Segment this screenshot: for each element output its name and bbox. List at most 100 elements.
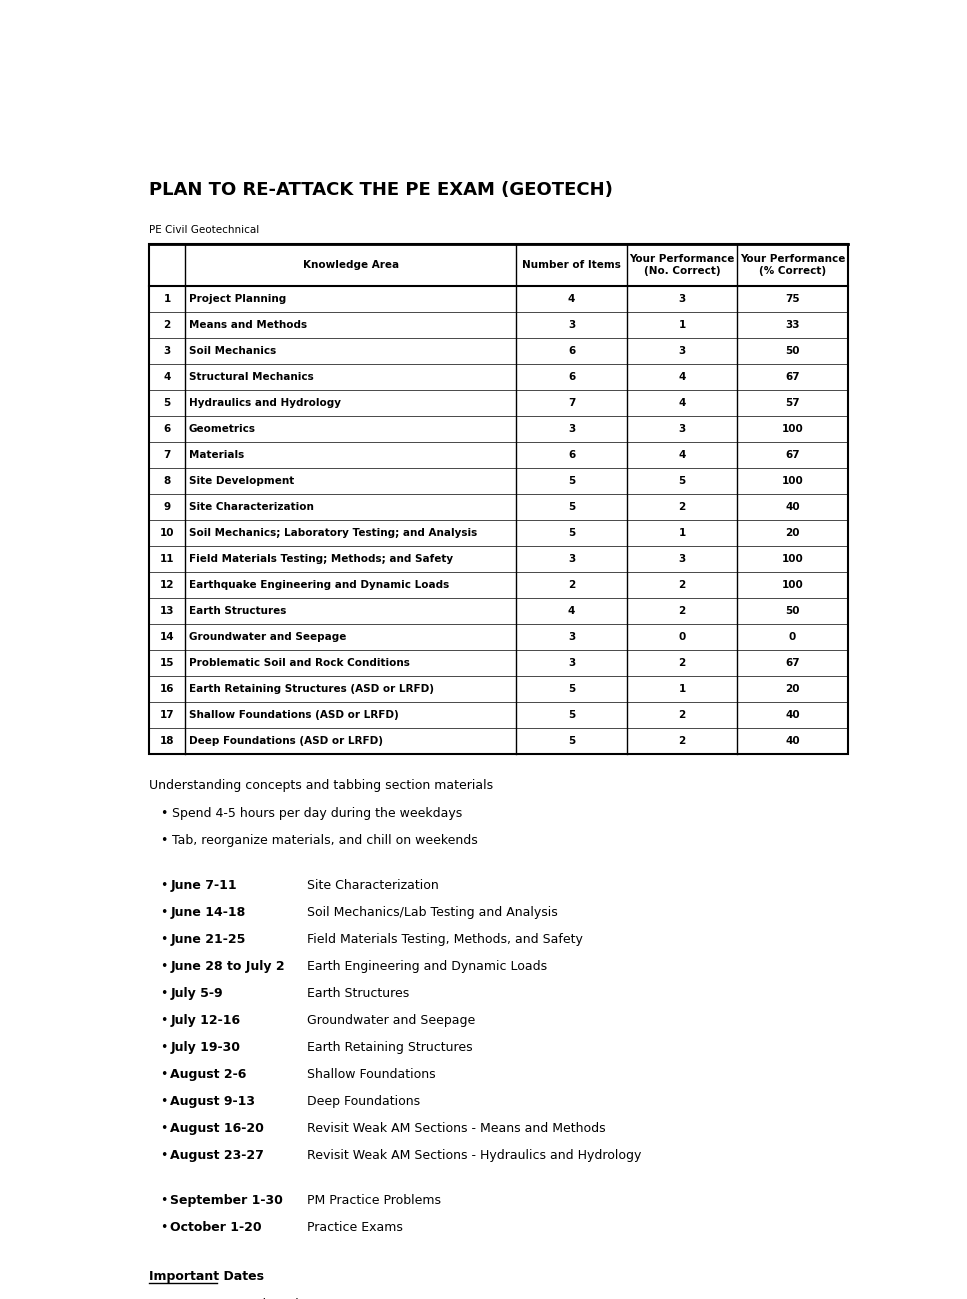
Text: •: • — [160, 1015, 167, 1028]
Text: Problematic Soil and Rock Conditions: Problematic Soil and Rock Conditions — [189, 659, 409, 668]
Text: Earth Retaining Structures (ASD or LRFD): Earth Retaining Structures (ASD or LRFD) — [189, 685, 433, 694]
Text: September 1-30: September 1-30 — [170, 1194, 283, 1207]
Text: •: • — [160, 1150, 167, 1163]
Text: Revisit Weak AM Sections - Hydraulics and Hydrology: Revisit Weak AM Sections - Hydraulics an… — [307, 1150, 641, 1163]
Text: 40: 40 — [785, 711, 800, 720]
Text: 2: 2 — [679, 737, 686, 746]
Text: Soil Mechanics; Laboratory Testing; and Analysis: Soil Mechanics; Laboratory Testing; and … — [189, 527, 477, 538]
Text: 5: 5 — [568, 711, 575, 720]
Text: July 12-16: July 12-16 — [170, 1015, 241, 1028]
Text: 2: 2 — [679, 659, 686, 668]
Text: Soil Mechanics: Soil Mechanics — [189, 346, 276, 356]
Text: Earth Engineering and Dynamic Loads: Earth Engineering and Dynamic Loads — [307, 960, 547, 973]
Text: 0: 0 — [789, 633, 796, 642]
Text: 15: 15 — [160, 659, 174, 668]
Text: Materials: Materials — [189, 449, 244, 460]
Text: 40: 40 — [785, 737, 800, 746]
Text: 4: 4 — [679, 372, 686, 382]
Text: Field Materials Testing; Methods; and Safety: Field Materials Testing; Methods; and Sa… — [189, 553, 453, 564]
Text: Tab, reorganize materials, and chill on weekends: Tab, reorganize materials, and chill on … — [172, 834, 478, 847]
Text: 14: 14 — [160, 633, 174, 642]
Text: 4: 4 — [679, 449, 686, 460]
Text: 1: 1 — [679, 320, 686, 330]
Text: 16: 16 — [160, 685, 174, 694]
Text: 2: 2 — [163, 320, 171, 330]
Text: Understanding concepts and tabbing section materials: Understanding concepts and tabbing secti… — [149, 779, 493, 792]
Text: •: • — [160, 907, 167, 920]
Text: 33: 33 — [785, 320, 800, 330]
Text: Structural Mechanics: Structural Mechanics — [189, 372, 313, 382]
Text: Important Dates: Important Dates — [149, 1270, 264, 1283]
Text: •: • — [160, 1194, 167, 1207]
Text: 3: 3 — [568, 423, 575, 434]
Text: Deep Foundations: Deep Foundations — [307, 1095, 420, 1108]
Text: October 1-20: October 1-20 — [170, 1221, 262, 1234]
Bar — [149, 244, 848, 753]
Text: 1: 1 — [163, 294, 171, 304]
Text: August 9-13: August 9-13 — [170, 1095, 255, 1108]
Text: Earth Structures: Earth Structures — [307, 987, 409, 1000]
Text: 100: 100 — [781, 475, 804, 486]
Text: 2: 2 — [568, 579, 575, 590]
Text: Field Materials Testing, Methods, and Safety: Field Materials Testing, Methods, and Sa… — [307, 933, 582, 946]
Text: Shallow Foundations: Shallow Foundations — [307, 1068, 435, 1081]
Text: •: • — [160, 960, 167, 973]
Text: August 16-20: August 16-20 — [170, 1122, 264, 1135]
Text: June 28 to July 2: June 28 to July 2 — [170, 960, 285, 973]
Text: •: • — [160, 1040, 167, 1053]
Text: Revisit Weak AM Sections - Means and Methods: Revisit Weak AM Sections - Means and Met… — [307, 1122, 605, 1135]
Text: •: • — [160, 1122, 167, 1135]
Text: 3: 3 — [679, 346, 686, 356]
Text: 13: 13 — [160, 607, 174, 616]
Text: Your Performance
(No. Correct): Your Performance (No. Correct) — [630, 255, 735, 275]
Text: Number of Items: Number of Items — [522, 260, 621, 270]
Text: 100: 100 — [781, 579, 804, 590]
Text: 10: 10 — [160, 527, 174, 538]
Text: 3: 3 — [568, 633, 575, 642]
Text: 50: 50 — [785, 607, 800, 616]
Text: 2: 2 — [679, 711, 686, 720]
Text: 6: 6 — [568, 449, 575, 460]
Text: 17: 17 — [160, 711, 174, 720]
Text: 40: 40 — [785, 501, 800, 512]
Text: August 23-27: August 23-27 — [170, 1150, 264, 1163]
Text: Hydraulics and Hydrology: Hydraulics and Hydrology — [189, 397, 340, 408]
Text: July 5-9: July 5-9 — [170, 987, 223, 1000]
Text: 3: 3 — [568, 553, 575, 564]
Text: 3: 3 — [679, 294, 686, 304]
Text: Site Development: Site Development — [189, 475, 294, 486]
Text: Earth Structures: Earth Structures — [189, 607, 286, 616]
Text: Groundwater and Seepage: Groundwater and Seepage — [189, 633, 346, 642]
Text: 6: 6 — [163, 423, 171, 434]
Text: •: • — [160, 987, 167, 1000]
Text: 67: 67 — [785, 449, 800, 460]
Text: 4: 4 — [163, 372, 171, 382]
Text: 57: 57 — [785, 397, 800, 408]
Text: 6: 6 — [568, 346, 575, 356]
Text: Deep Foundations (ASD or LRFD): Deep Foundations (ASD or LRFD) — [189, 737, 383, 746]
Text: Soil Mechanics/Lab Testing and Analysis: Soil Mechanics/Lab Testing and Analysis — [307, 907, 558, 920]
Text: Practice Exams: Practice Exams — [307, 1221, 402, 1234]
Text: 50: 50 — [785, 346, 800, 356]
Text: 3: 3 — [679, 553, 686, 564]
Text: 100: 100 — [781, 553, 804, 564]
Text: Shallow Foundations (ASD or LRFD): Shallow Foundations (ASD or LRFD) — [189, 711, 398, 720]
Text: Your Performance
(% Correct): Your Performance (% Correct) — [740, 255, 845, 275]
Text: 8: 8 — [163, 475, 171, 486]
Text: 12: 12 — [160, 579, 174, 590]
Text: 2: 2 — [679, 579, 686, 590]
Text: 20: 20 — [785, 527, 800, 538]
Text: 67: 67 — [785, 659, 800, 668]
Text: 5: 5 — [568, 737, 575, 746]
Text: Knowledge Area: Knowledge Area — [303, 260, 398, 270]
Text: June 7-11: June 7-11 — [170, 879, 237, 892]
Text: 5: 5 — [568, 475, 575, 486]
Text: •: • — [160, 1095, 167, 1108]
Text: PE Civil Geotechnical: PE Civil Geotechnical — [149, 225, 259, 235]
Text: 7: 7 — [163, 449, 171, 460]
Text: •: • — [160, 834, 167, 847]
Text: 9: 9 — [163, 501, 170, 512]
Text: June 14-18: June 14-18 — [170, 907, 246, 920]
Text: 7: 7 — [568, 397, 575, 408]
Text: 5: 5 — [568, 527, 575, 538]
